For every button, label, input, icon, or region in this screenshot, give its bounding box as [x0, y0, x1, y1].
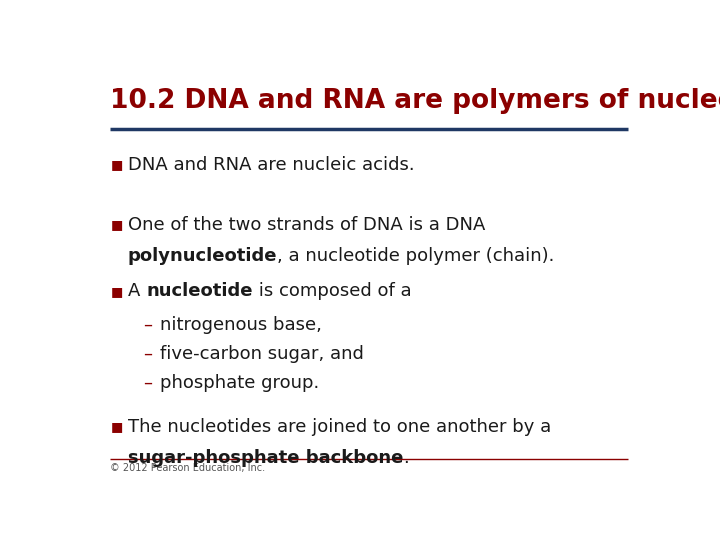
- Text: The nucleotides are joined to one another by a: The nucleotides are joined to one anothe…: [128, 417, 552, 436]
- Text: sugar-phosphate backbone: sugar-phosphate backbone: [128, 449, 403, 467]
- Text: nitrogenous base,: nitrogenous base,: [160, 316, 322, 334]
- Text: polynucleotide: polynucleotide: [128, 247, 277, 265]
- Text: is composed of a: is composed of a: [253, 282, 411, 300]
- Text: –: –: [143, 345, 152, 363]
- Text: © 2012 Pearson Education, Inc.: © 2012 Pearson Education, Inc.: [109, 463, 265, 473]
- Text: phosphate group.: phosphate group.: [160, 374, 319, 392]
- Text: ■: ■: [111, 285, 123, 298]
- Text: DNA and RNA are nucleic acids.: DNA and RNA are nucleic acids.: [128, 156, 415, 173]
- Text: ■: ■: [111, 158, 123, 171]
- Text: .: .: [403, 449, 409, 467]
- Text: 10.2 DNA and RNA are polymers of nucleotides: 10.2 DNA and RNA are polymers of nucleot…: [109, 87, 720, 113]
- Text: , a nucleotide polymer (chain).: , a nucleotide polymer (chain).: [277, 247, 555, 265]
- Text: ■: ■: [111, 420, 123, 433]
- Text: five-carbon sugar, and: five-carbon sugar, and: [160, 345, 364, 363]
- Text: One of the two strands of DNA is a DNA: One of the two strands of DNA is a DNA: [128, 216, 485, 234]
- Text: ■: ■: [111, 218, 123, 231]
- Text: A: A: [128, 282, 146, 300]
- Text: –: –: [143, 374, 152, 392]
- Text: –: –: [143, 316, 152, 334]
- Text: nucleotide: nucleotide: [146, 282, 253, 300]
